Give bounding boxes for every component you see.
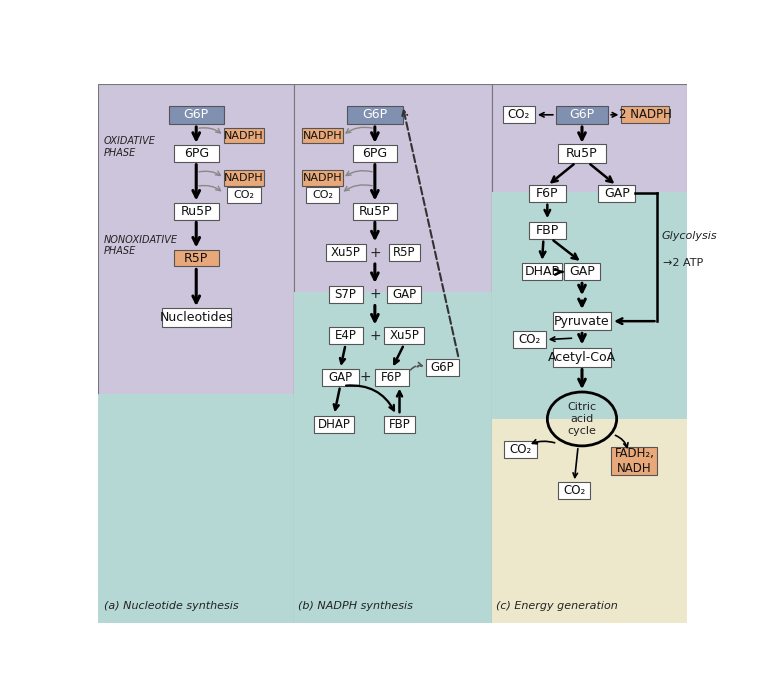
Bar — [224, 170, 264, 186]
Text: (c) Energy generation: (c) Energy generation — [496, 601, 617, 612]
Bar — [513, 331, 546, 348]
Bar — [598, 185, 635, 202]
Bar — [169, 106, 224, 124]
Text: G6P: G6P — [569, 108, 594, 121]
Bar — [326, 244, 365, 261]
Text: Citric
acid
cycle: Citric acid cycle — [568, 402, 597, 435]
Bar — [502, 106, 535, 123]
Bar — [352, 145, 398, 162]
Bar — [492, 192, 688, 623]
Bar — [492, 84, 688, 623]
Text: G6P: G6P — [430, 361, 454, 374]
Text: F6P: F6P — [536, 187, 558, 199]
Text: Acetyl-CoA: Acetyl-CoA — [548, 351, 616, 364]
Text: DHAP: DHAP — [318, 418, 351, 430]
Text: Ru5P: Ru5P — [566, 147, 597, 160]
Bar — [384, 416, 415, 433]
Bar — [621, 106, 669, 123]
Text: G6P: G6P — [362, 108, 388, 121]
Text: +: + — [369, 329, 381, 343]
Text: FADH₂,
NADH: FADH₂, NADH — [614, 447, 654, 475]
Text: NADPH: NADPH — [224, 173, 264, 183]
Bar — [556, 106, 608, 124]
Text: DHAP: DHAP — [525, 265, 559, 279]
Text: 2 NADPH: 2 NADPH — [619, 108, 672, 121]
Text: GAP: GAP — [569, 265, 595, 279]
Text: FBP: FBP — [388, 418, 411, 430]
Bar — [375, 369, 409, 386]
Text: (b) NADPH synthesis: (b) NADPH synthesis — [298, 601, 413, 612]
Text: OXIDATIVE
PHASE: OXIDATIVE PHASE — [104, 136, 155, 158]
Text: GAP: GAP — [328, 371, 352, 384]
Text: NADPH: NADPH — [303, 131, 342, 141]
Text: NONOXIDATIVE
PHASE: NONOXIDATIVE PHASE — [104, 235, 178, 256]
Text: R5P: R5P — [184, 251, 208, 265]
Bar — [388, 244, 420, 261]
Text: +: + — [369, 246, 381, 260]
Bar — [162, 308, 231, 326]
Bar — [347, 106, 403, 124]
Text: CO₂: CO₂ — [509, 443, 532, 456]
Text: Xu5P: Xu5P — [331, 246, 361, 259]
Text: E4P: E4P — [335, 329, 356, 342]
Text: G6P: G6P — [184, 108, 209, 121]
Text: NADPH: NADPH — [224, 131, 264, 141]
Bar — [227, 187, 261, 202]
Text: NADPH: NADPH — [303, 173, 342, 183]
Bar — [329, 328, 362, 344]
Text: GAP: GAP — [392, 288, 416, 301]
Bar — [303, 170, 342, 186]
Text: Nucleotides: Nucleotides — [159, 311, 233, 324]
Text: Xu5P: Xu5P — [389, 329, 419, 342]
Text: S7P: S7P — [335, 288, 356, 301]
Bar — [224, 128, 264, 144]
Bar — [174, 145, 218, 162]
Bar — [314, 416, 354, 433]
Bar — [564, 263, 601, 280]
Bar — [492, 419, 688, 623]
Bar — [504, 441, 536, 458]
Bar — [303, 128, 342, 144]
Text: Glycolysis: Glycolysis — [661, 232, 717, 242]
Text: (a) Nucleotide synthesis: (a) Nucleotide synthesis — [104, 601, 238, 612]
Text: +: + — [360, 370, 372, 384]
Bar — [529, 222, 566, 239]
Bar — [294, 84, 492, 623]
Text: →2 ATP: →2 ATP — [663, 258, 703, 267]
Bar — [611, 447, 657, 475]
Text: 6PG: 6PG — [184, 147, 209, 160]
Text: FBP: FBP — [535, 224, 559, 237]
Text: R5P: R5P — [393, 246, 415, 259]
Bar — [553, 312, 611, 330]
Text: Ru5P: Ru5P — [181, 204, 212, 218]
Bar — [329, 286, 362, 302]
Text: F6P: F6P — [381, 371, 402, 384]
Bar — [294, 292, 492, 623]
Text: GAP: GAP — [604, 187, 630, 199]
Bar — [529, 185, 566, 202]
Bar — [427, 359, 459, 376]
Text: CO₂: CO₂ — [234, 190, 254, 200]
Bar — [387, 286, 421, 302]
Text: 6PG: 6PG — [362, 147, 388, 160]
Text: Pyruvate: Pyruvate — [554, 315, 610, 328]
Bar — [98, 84, 294, 623]
Bar — [384, 328, 424, 344]
Text: CO₂: CO₂ — [519, 333, 541, 346]
Bar — [522, 263, 562, 280]
Bar — [306, 187, 339, 202]
Bar — [558, 482, 591, 499]
Bar — [98, 393, 294, 623]
Bar — [174, 202, 218, 220]
Text: CO₂: CO₂ — [563, 484, 585, 497]
Bar — [352, 202, 398, 220]
Text: CO₂: CO₂ — [312, 190, 333, 200]
Text: +: + — [369, 287, 381, 301]
Bar — [553, 348, 611, 367]
Text: Ru5P: Ru5P — [359, 204, 391, 218]
Bar — [322, 369, 358, 386]
Text: CO₂: CO₂ — [508, 108, 530, 121]
Bar — [558, 144, 606, 162]
Bar — [174, 250, 218, 267]
